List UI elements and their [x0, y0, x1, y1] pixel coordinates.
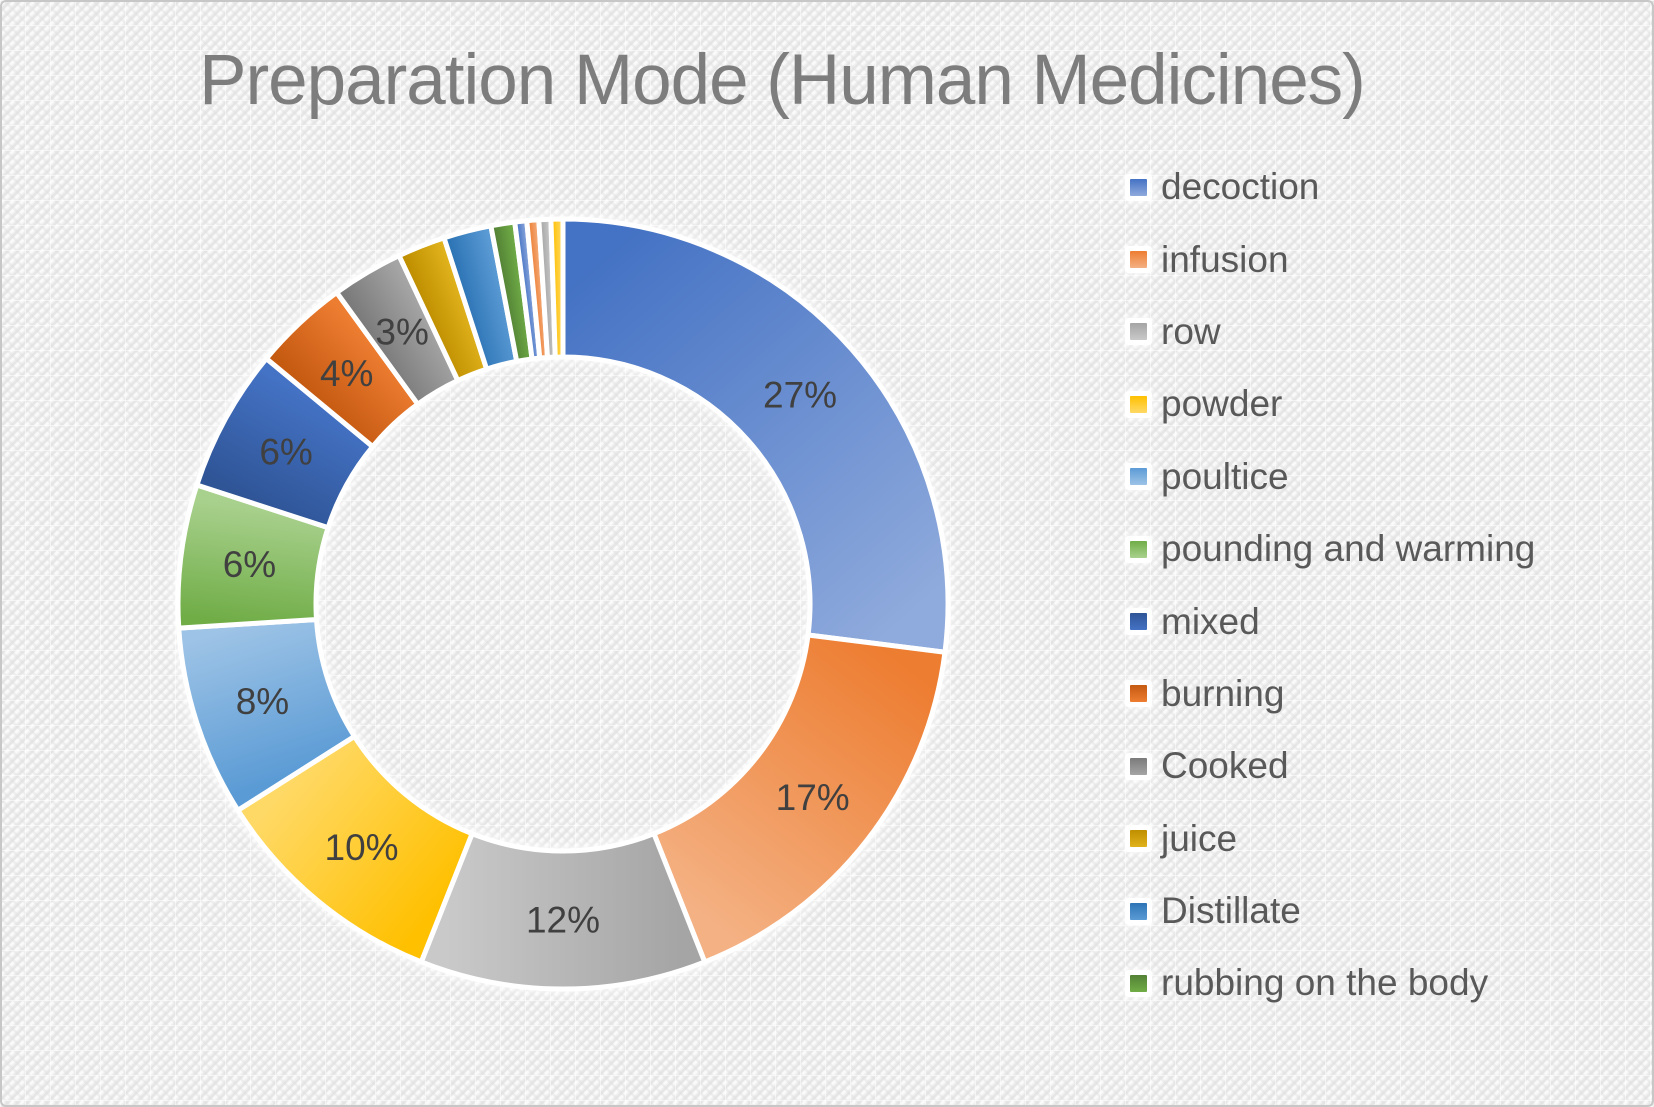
legend-label: infusion [1161, 238, 1289, 280]
legend-item: infusion [1130, 223, 1535, 295]
legend-swatch [1130, 178, 1147, 196]
legend-item: burning [1130, 658, 1535, 730]
slice-label: 8% [236, 681, 289, 722]
legend-label: rubbing on the body [1161, 962, 1489, 1004]
legend-label: juice [1161, 817, 1238, 859]
legend-swatch [1130, 323, 1147, 341]
legend-label: powder [1161, 383, 1283, 425]
chart-title: Preparation Mode (Human Medicines) [199, 41, 1366, 120]
legend-item: pounding and warming [1130, 513, 1535, 585]
legend-swatch [1130, 757, 1147, 775]
legend-item: poultice [1130, 441, 1535, 513]
legend-label: poultice [1161, 455, 1289, 497]
slice-label: 6% [223, 544, 276, 585]
legend-item: powder [1130, 368, 1535, 440]
legend-swatch [1130, 613, 1147, 631]
legend-item: rubbing on the body [1130, 947, 1535, 1019]
legend-swatch [1130, 395, 1147, 413]
donut-slice [651, 632, 948, 965]
slice-label: 27% [763, 375, 837, 416]
legend-swatch [1130, 251, 1147, 269]
legend-label: Distillate [1161, 890, 1301, 932]
legend-label: row [1161, 310, 1221, 352]
legend: decoction infusion row powder poultice poundi… [1130, 151, 1535, 1020]
legend-item: row [1130, 296, 1535, 368]
legend-swatch [1130, 902, 1147, 920]
legend-swatch [1130, 468, 1147, 486]
legend-item: Distillate [1130, 875, 1535, 947]
legend-swatch [1130, 974, 1147, 992]
legend-label: mixed [1161, 600, 1260, 642]
slice-label: 10% [325, 827, 399, 868]
donut-slice [548, 216, 566, 360]
legend-item: Cooked [1130, 730, 1535, 802]
slice-label: 6% [259, 431, 312, 472]
legend-item: juice [1130, 803, 1535, 875]
legend-label: decoction [1161, 166, 1320, 208]
legend-swatch [1130, 540, 1147, 558]
legend-label: burning [1161, 672, 1285, 714]
slice-label: 12% [526, 900, 600, 941]
donut-slice [560, 216, 951, 655]
legend-swatch [1130, 830, 1147, 848]
slice-label: 17% [776, 777, 850, 818]
legend-label: pounding and warming [1161, 528, 1536, 570]
legend-item: decoction [1130, 151, 1535, 223]
slice-label: 3% [375, 312, 428, 353]
legend-label: Cooked [1161, 745, 1289, 787]
legend-swatch [1130, 685, 1147, 703]
legend-item: mixed [1130, 585, 1535, 657]
slice-label: 4% [320, 353, 373, 394]
